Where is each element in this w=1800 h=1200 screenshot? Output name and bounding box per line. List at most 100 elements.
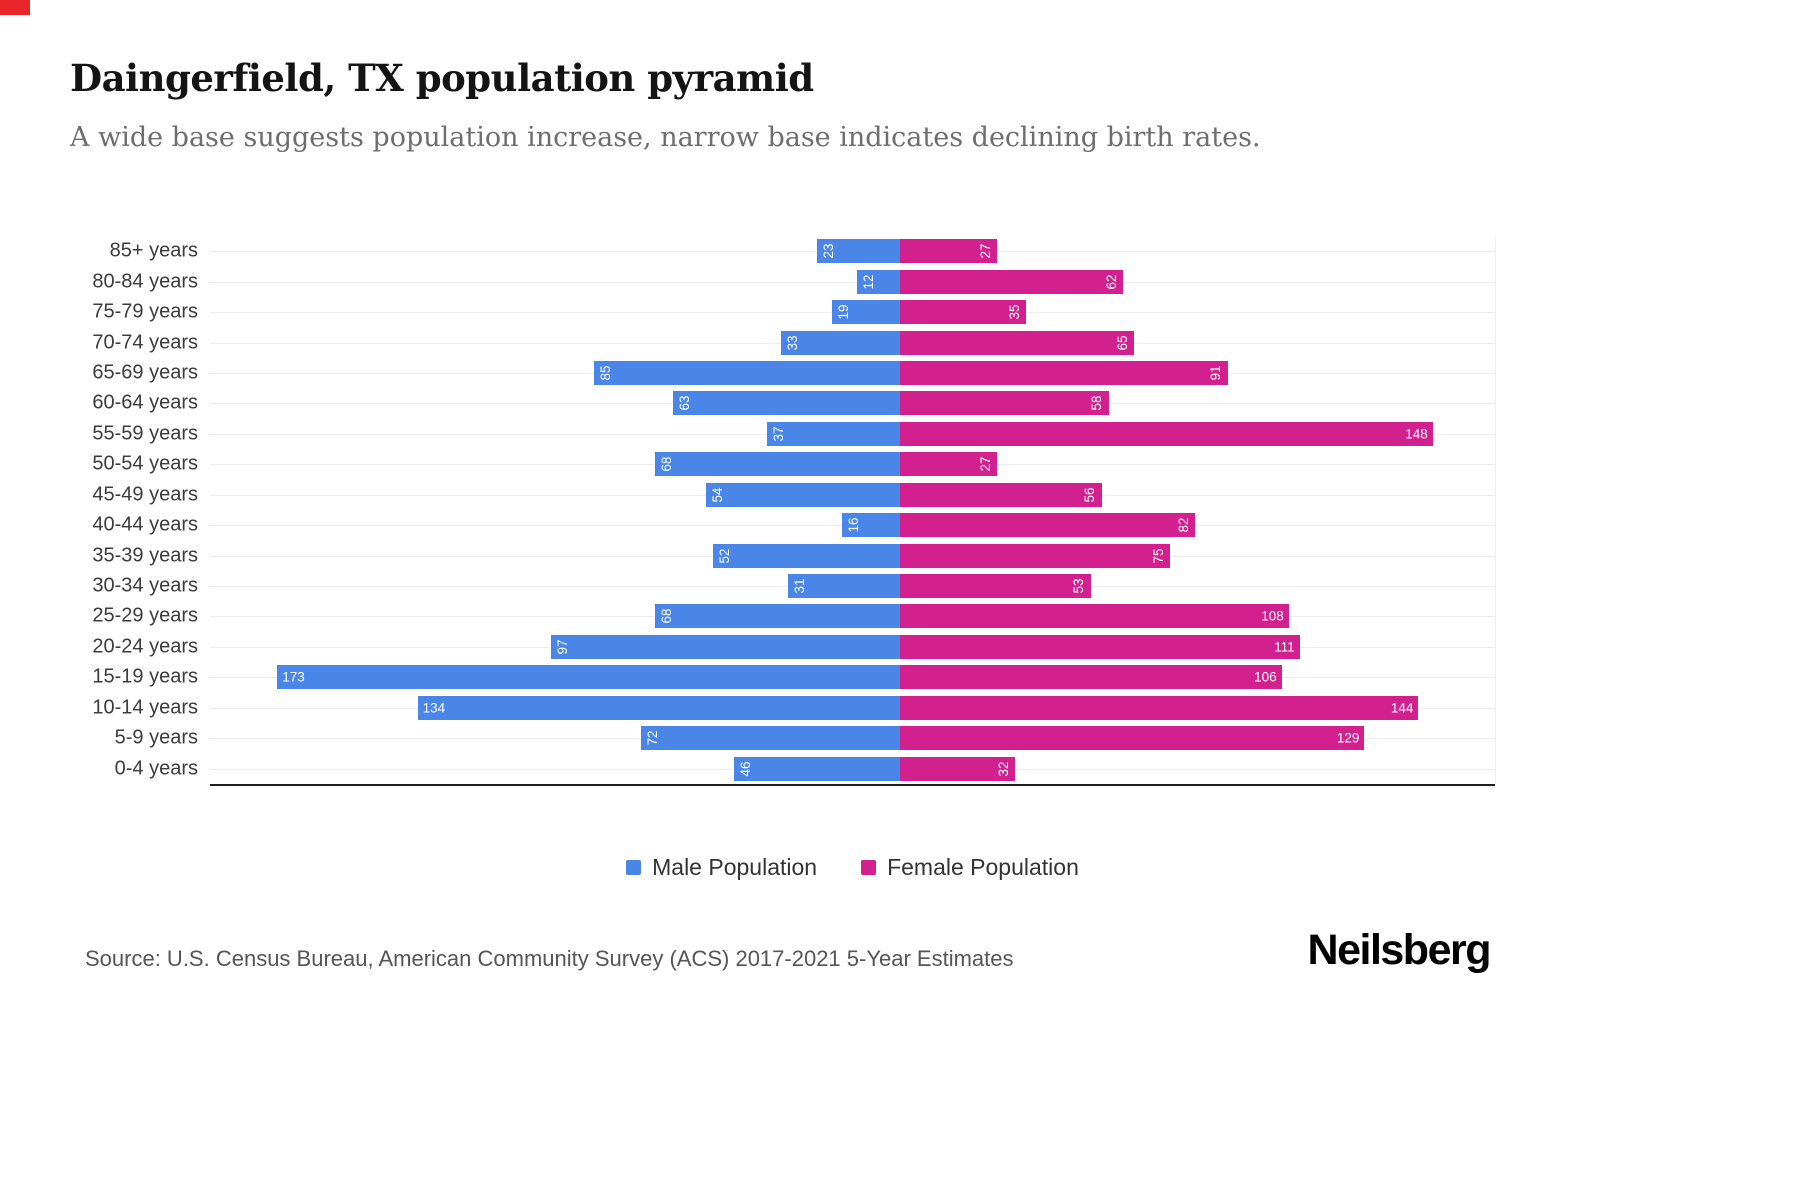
pyramid-row: 45-49 years 54 56 [0,480,1800,510]
row-plot-area: 19 35 [210,297,1495,327]
bar-value-label: 173 [282,669,305,685]
bar-value-label: 46 [738,761,754,777]
row-plot-area: 46 32 [210,753,1495,783]
age-group-label: 80-84 years [92,270,198,293]
chart-subtitle: A wide base suggests population increase… [70,122,1261,153]
row-gridline [210,281,1495,283]
bar-value-label: 52 [716,548,732,564]
age-group-label: 60-64 years [92,391,198,414]
bar-value-label: 75 [1150,548,1166,564]
pyramid-rows: 85+ years 23 27 80-84 years 12 62 75-79 years 1… [0,236,1800,784]
pyramid-row: 15-19 years 173 106 [0,662,1800,692]
legend-item-male[interactable]: Male Population [626,854,817,881]
age-group-label: 65-69 years [92,361,198,384]
bar-value-label: 65 [1114,335,1130,351]
bar-value-label: 37 [770,426,786,442]
age-group-label: 75-79 years [92,300,198,323]
bar-value-label: 53 [1071,578,1087,594]
female-bar: 27 [900,452,998,477]
row-plot-area: 173 106 [210,662,1495,692]
pyramid-row: 30-34 years 31 53 [0,571,1800,601]
age-group-label: 15-19 years [92,665,198,688]
age-group-label: 70-74 years [92,331,198,354]
male-bar: 97 [550,634,900,659]
age-group-label: 0-4 years [114,757,198,780]
bar-value-label: 106 [1254,669,1277,685]
bar-value-label: 91 [1208,365,1224,381]
row-plot-area: 134 144 [210,693,1495,723]
female-bar: 62 [900,269,1124,294]
age-group-label: 25-29 years [92,604,198,627]
bar-value-label: 32 [995,761,1011,777]
row-plot-area: 12 62 [210,266,1495,296]
pyramid-row: 55-59 years 37 148 [0,419,1800,449]
male-legend-label: Male Population [652,854,818,880]
age-group-label: 5-9 years [114,726,198,749]
male-bar: 37 [766,421,900,446]
age-group-label: 10-14 years [92,696,198,719]
male-legend-swatch [626,860,642,875]
male-bar: 134 [417,695,900,720]
bar-value-label: 35 [1006,304,1022,320]
row-plot-area: 16 82 [210,510,1495,540]
bar-value-label: 56 [1082,487,1098,503]
bar-value-label: 54 [709,487,725,503]
row-plot-area: 63 58 [210,388,1495,418]
bar-value-label: 97 [554,639,570,655]
female-bar: 35 [900,300,1026,325]
pyramid-row: 35-39 years 52 75 [0,540,1800,570]
male-bar: 12 [856,269,900,294]
age-group-label: 35-39 years [92,544,198,567]
plot-right-gridline [1495,236,1496,784]
row-plot-area: 31 53 [210,571,1495,601]
age-group-label: 20-24 years [92,635,198,658]
bar-value-label: 63 [677,395,693,411]
male-bar: 16 [842,513,900,538]
bar-value-label: 12 [860,274,876,290]
row-plot-area: 85 91 [210,358,1495,388]
male-bar: 68 [655,604,900,629]
x-axis-line [210,784,1495,786]
pyramid-row: 60-64 years 63 58 [0,388,1800,418]
female-bar: 75 [900,543,1170,568]
female-bar: 56 [900,482,1102,507]
bar-value-label: 82 [1175,517,1191,533]
age-group-label: 30-34 years [92,574,198,597]
female-bar: 129 [900,726,1365,751]
pyramid-row: 70-74 years 33 65 [0,327,1800,357]
legend-item-female[interactable]: Female Population [861,854,1079,881]
female-legend-label: Female Population [887,854,1079,880]
row-plot-area: 52 75 [210,540,1495,570]
chart-title: Daingerfield, TX population pyramid [70,56,814,100]
female-bar: 32 [900,756,1016,781]
population-pyramid-chart: 85+ years 23 27 80-84 years 12 62 75-79 years 1… [0,236,1800,796]
bar-value-label: 111 [1274,639,1295,655]
pyramid-row: 10-14 years 134 144 [0,693,1800,723]
female-legend-swatch [861,860,877,875]
age-group-label: 50-54 years [92,452,198,475]
row-plot-area: 97 111 [210,632,1495,662]
bar-value-label: 68 [659,456,675,472]
bar-value-label: 27 [977,456,993,472]
male-bar: 46 [734,756,900,781]
female-bar: 111 [900,634,1300,659]
bar-value-label: 72 [644,730,660,746]
pyramid-row: 25-29 years 68 108 [0,601,1800,631]
chart-legend: Male Population Female Population [0,854,1705,881]
male-bar: 31 [788,574,900,599]
row-plot-area: 37 148 [210,419,1495,449]
bar-value-label: 108 [1261,608,1284,624]
male-bar: 63 [673,391,900,416]
row-plot-area: 68 108 [210,601,1495,631]
age-group-label: 40-44 years [92,513,198,536]
female-bar: 108 [900,604,1289,629]
male-bar: 52 [712,543,900,568]
female-bar: 82 [900,513,1196,538]
neilsberg-logo: Neilsberg [1307,926,1492,974]
pyramid-row: 20-24 years 97 111 [0,632,1800,662]
pyramid-row: 50-54 years 68 27 [0,449,1800,479]
female-bar: 27 [900,239,998,264]
bar-value-label: 68 [659,608,675,624]
male-bar: 54 [705,482,900,507]
bar-value-label: 31 [792,578,808,594]
